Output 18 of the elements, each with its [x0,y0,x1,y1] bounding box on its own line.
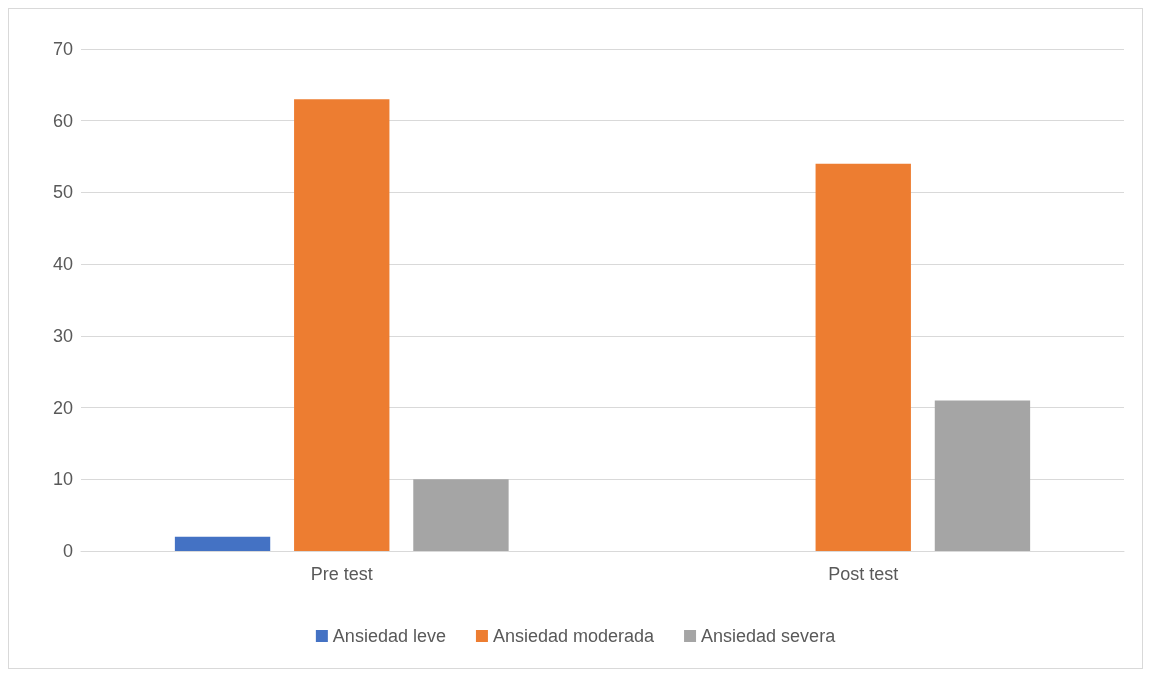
bar [934,400,1031,551]
y-tick-label: 20 [52,397,73,418]
legend-label: Ansiedad moderada [492,626,656,646]
y-tick-label: 60 [52,110,73,131]
bar [174,536,271,551]
bar [413,479,509,551]
x-tick-label: Pre test [310,564,373,584]
x-tick-label: Post test [828,564,899,584]
legend-label: Ansiedad leve [332,626,446,646]
y-tick-label: 30 [52,325,73,346]
y-tick-label: 50 [52,182,73,203]
y-tick-label: 0 [62,541,73,561]
y-tick-label: 10 [52,469,73,490]
bar [815,163,911,551]
bar [294,99,390,551]
legend-label: Ansiedad severa [701,626,837,646]
y-tick-label: 70 [52,39,73,59]
y-tick-label: 40 [52,254,73,275]
